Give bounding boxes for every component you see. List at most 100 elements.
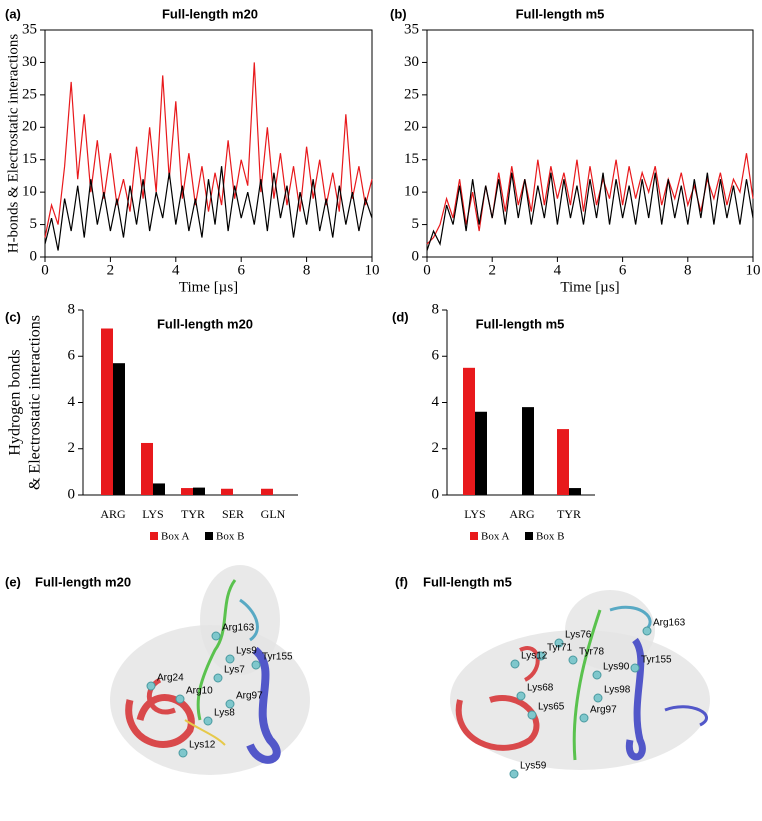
y-tick-label: 2: [432, 440, 440, 456]
legend-label: Box B: [536, 531, 564, 543]
y-tick-label: 8: [432, 301, 440, 317]
residue-label: Lys90: [603, 662, 630, 673]
residue-bead: [213, 673, 223, 683]
y-tick-label: 4: [432, 394, 440, 410]
bar: [569, 488, 581, 495]
residue-bead: [579, 713, 589, 723]
residue-bead: [203, 716, 213, 726]
bar: [113, 363, 125, 495]
legend-label: Box B: [216, 531, 244, 543]
panel-label: (d): [392, 309, 409, 324]
residue-label: Lys8: [214, 708, 235, 719]
residue-label: Lys9: [236, 646, 257, 657]
x-tick-label: 10: [746, 262, 761, 278]
structure-e-art: [110, 565, 310, 775]
residue-label: Lys65: [538, 702, 565, 713]
residue-label: Arg97: [590, 705, 617, 716]
y-tick-label: 35: [22, 21, 37, 37]
residue-label: Tyr78: [579, 647, 604, 658]
residue-bead: [175, 694, 185, 704]
y-tick-label: 15: [404, 151, 419, 167]
y-tick-label: 30: [404, 54, 419, 70]
x-tick-label: ARG: [509, 507, 535, 521]
y-tick-label: 2: [68, 440, 76, 456]
panel-label: (c): [5, 309, 21, 324]
residue-bead: [146, 681, 156, 691]
residue-label: Arg163: [653, 618, 686, 629]
y-tick-label: 4: [68, 394, 76, 410]
residue-label: Lys12: [521, 651, 548, 662]
bar: [181, 488, 193, 495]
bar: [153, 483, 165, 495]
series-line: [44, 166, 373, 251]
x-tick-label: GLN: [261, 507, 286, 521]
x-tick-label: 8: [684, 262, 692, 278]
structure-title: Full-length m20: [35, 574, 131, 589]
x-tick-label: 0: [41, 262, 49, 278]
bar: [557, 429, 569, 495]
x-tick-label: ARG: [100, 507, 126, 521]
x-tick-label: 4: [554, 262, 562, 278]
y-tick-label: 6: [432, 348, 440, 364]
x-tick-label: 0: [423, 262, 431, 278]
residue-label: Arg163: [222, 623, 255, 634]
y-axis-label: & Electrostatic interactions: [27, 315, 44, 490]
structure-title: Full-length m5: [423, 574, 512, 589]
bar: [101, 328, 113, 495]
y-axis-label: H-bonds & Electrostatic interactions: [5, 34, 21, 254]
plot-frame: [44, 29, 373, 258]
series-line: [426, 172, 754, 251]
panel-label: (b): [390, 6, 407, 21]
residue-bead: [554, 638, 564, 648]
residue-label: Lys59: [520, 761, 547, 772]
residue-bead: [225, 654, 235, 664]
y-tick-label: 10: [404, 184, 419, 200]
y-tick-label: 0: [412, 248, 420, 264]
bar: [141, 442, 153, 495]
legend-swatch: [525, 532, 533, 540]
y-tick-label: 5: [30, 216, 38, 232]
residue-bead: [211, 631, 221, 641]
y-tick-label: 20: [404, 119, 419, 135]
y-tick-label: 35: [404, 21, 419, 37]
residue-label: Arg97: [236, 691, 263, 702]
bar: [221, 488, 233, 495]
x-tick-label: 8: [303, 262, 311, 278]
legend-swatch: [470, 532, 478, 540]
residue-bead: [516, 691, 526, 701]
residue-label: Lys7: [224, 665, 245, 676]
bar: [193, 487, 205, 495]
residue-label: Lys12: [189, 740, 216, 751]
residue-bead: [527, 710, 537, 720]
chart-title: Full-length m20: [157, 316, 253, 331]
bar: [475, 411, 487, 495]
series-line: [44, 62, 373, 238]
y-tick-label: 0: [432, 486, 440, 502]
y-tick-label: 20: [22, 119, 37, 135]
residue-label: Tyr71: [547, 643, 572, 654]
residue-label: Arg10: [186, 686, 213, 697]
y-tick-label: 5: [412, 216, 420, 232]
y-tick-label: 30: [22, 54, 37, 70]
x-tick-label: 10: [365, 262, 380, 278]
bar: [522, 407, 534, 495]
y-tick-label: 8: [68, 301, 76, 317]
panel-label: (e): [5, 574, 21, 589]
residue-label: Tyr155: [641, 655, 672, 666]
residue-bead: [510, 659, 520, 669]
residue-bead: [642, 626, 652, 636]
y-axis-label: Hydrogen bonds: [7, 349, 24, 455]
residue-bead: [592, 670, 602, 680]
x-tick-label: 4: [172, 262, 180, 278]
y-tick-label: 0: [30, 248, 38, 264]
x-tick-label: 2: [107, 262, 115, 278]
legend-swatch: [150, 532, 158, 540]
y-tick-label: 25: [22, 86, 37, 102]
residue-bead: [251, 660, 261, 670]
residue-bead: [593, 693, 603, 703]
residue-label: Lys98: [604, 685, 631, 696]
x-axis-label: Time [µs]: [560, 279, 619, 295]
residue-bead: [178, 748, 188, 758]
